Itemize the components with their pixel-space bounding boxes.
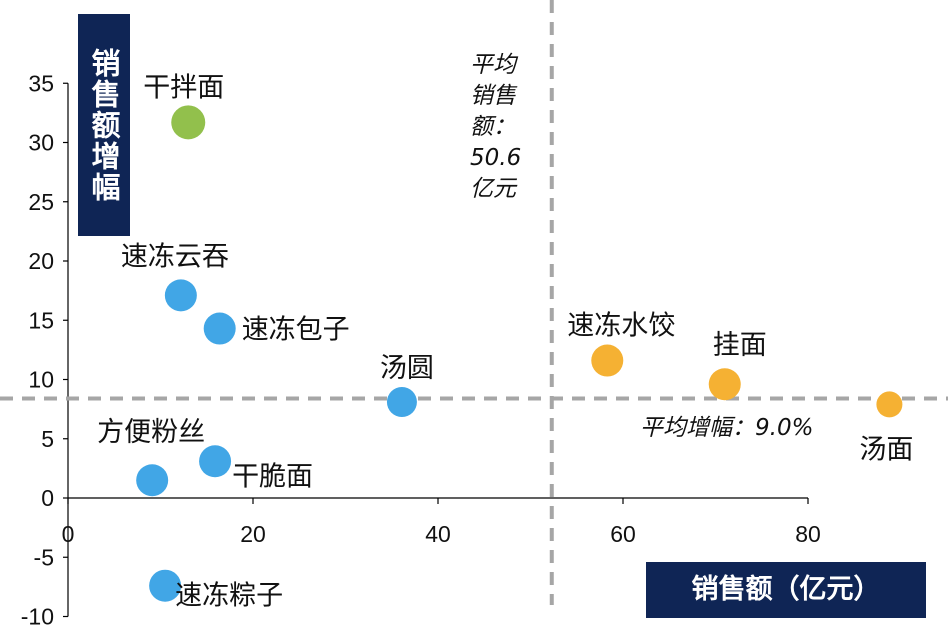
data-point: [591, 344, 624, 377]
data-point-label: 汤圆: [380, 353, 434, 384]
y-tick-label: 0: [41, 485, 54, 511]
x-tick-label: 20: [240, 521, 266, 547]
x-tick-label: 0: [62, 521, 75, 547]
data-point: [199, 445, 232, 478]
data-point-label: 速冻粽子: [175, 581, 283, 612]
data-point-label: 干脆面: [232, 461, 313, 492]
data-point: [171, 105, 206, 140]
data-point-label: 速冻包子: [242, 315, 350, 346]
y-tick-label: 25: [28, 189, 54, 215]
data-point: [876, 391, 903, 418]
x-tick-label: 80: [795, 521, 821, 547]
y-tick-label: -5: [34, 544, 54, 570]
y-tick-label: 5: [41, 426, 54, 452]
data-point: [149, 569, 182, 602]
data-point: [164, 279, 197, 312]
x-tick-label: 40: [425, 521, 451, 547]
data-point-label: 方便粉丝: [97, 417, 205, 448]
y-tick-label: -10: [21, 604, 54, 630]
data-point-label: 挂面: [713, 330, 767, 361]
data-point-label: 干拌面: [143, 72, 224, 103]
avg-growth-annotation: 平均增幅：9.0%: [640, 415, 814, 441]
data-point: [386, 387, 417, 418]
data-point: [708, 368, 741, 401]
x-tick-label: 60: [610, 521, 636, 547]
data-point-label: 速冻云吞: [121, 241, 229, 272]
y-tick-label: 20: [28, 248, 54, 274]
data-point: [203, 312, 236, 345]
y-tick-label: 30: [28, 130, 54, 156]
y-tick-label: 35: [28, 70, 54, 96]
y-tick-label: 10: [28, 367, 54, 393]
data-point-label: 汤面: [859, 434, 913, 465]
x-axis-title: 销售额（亿元）: [646, 562, 926, 618]
y-tick-label: 15: [28, 307, 54, 333]
data-point: [136, 464, 169, 497]
data-point-label: 速冻水饺: [567, 311, 675, 342]
avg-sales-annotation: 平均 销售 额： 50.6 亿元: [470, 52, 522, 202]
y-axis-title: 销售额增幅: [78, 14, 130, 236]
